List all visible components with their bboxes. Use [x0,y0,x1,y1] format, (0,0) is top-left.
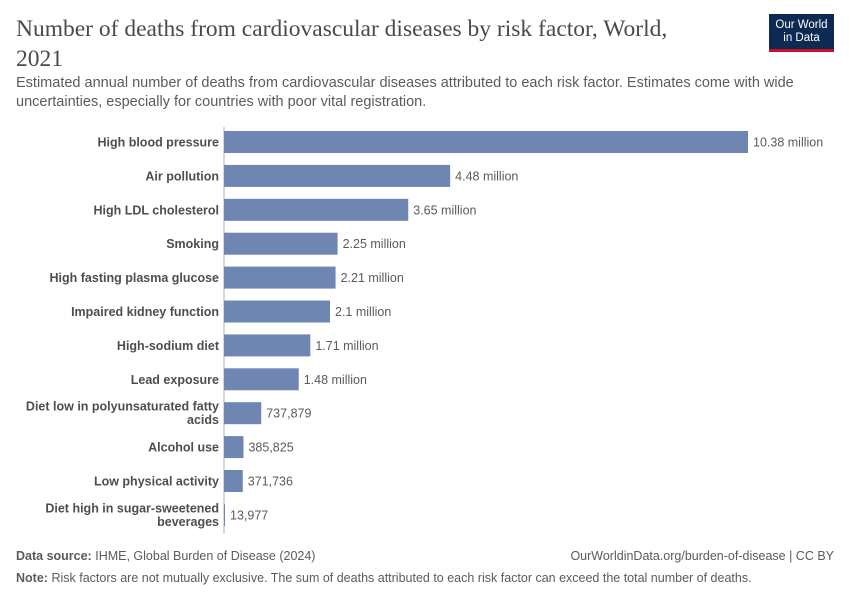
bar[interactable] [224,368,299,391]
category-label: Impaired kidney function [71,305,219,319]
category-label: Low physical activity [94,475,219,489]
category-label-line: beverages [157,515,219,529]
bar-chart: High blood pressure 10.38 million Air poll… [26,127,823,534]
category-label: High fasting plasma glucose [50,271,220,285]
bar[interactable] [224,503,225,526]
category-label-line: Diet high in sugar-sweetened [45,501,219,515]
value-label: 1.48 million [304,373,367,387]
value-label: 1.71 million [315,339,378,353]
chart-title: Number of deaths from cardiovascular dis… [16,16,668,72]
value-label: 13,977 [230,508,268,522]
category-label: Alcohol use [148,441,219,455]
category-label-line: acids [187,413,219,427]
bar[interactable] [224,470,243,492]
bar[interactable] [224,164,451,187]
category-label: High blood pressure [97,136,219,150]
value-label: 2.21 million [341,271,404,285]
bar[interactable] [224,334,311,357]
bar[interactable] [224,232,338,255]
chart-subtitle: Estimated annual number of deaths from c… [16,75,794,110]
bar[interactable] [224,131,748,153]
source-text[interactable]: IHME, Global Burden of Disease (2024) [95,549,316,563]
value-label: 385,825 [248,441,293,455]
value-label: 737,879 [266,407,311,421]
note-text: Risk factors are not mutually exclusive.… [51,571,752,585]
logo-line-1: Our World [775,19,828,31]
footer-note: Note: Risk factors are not mutually excl… [16,570,834,586]
category-label: High-sodium diet [117,339,220,353]
source-url[interactable]: OurWorldinData.org/burden-of-disease | C… [570,549,834,563]
footer-source-line: Data source: IHME, Global Burden of Dise… [16,548,834,564]
bar[interactable] [224,198,409,221]
value-label: 2.25 million [343,237,406,251]
value-label: 10.38 million [753,136,823,150]
source-label: Data source: [16,549,92,563]
category-label: Diet high in sugar-sweetened beverages [45,501,219,529]
bar[interactable] [224,300,331,323]
category-label: Air pollution [145,169,219,183]
owid-logo[interactable]: Our World in Data [769,14,834,52]
value-label: 2.1 million [335,305,391,319]
value-label: 4.48 million [455,169,518,183]
bar[interactable] [224,266,336,289]
bar[interactable] [224,436,244,459]
value-label: 3.65 million [413,203,476,217]
note-label: Note: [16,571,48,585]
category-label: High LDL cholesterol [94,203,219,217]
category-label: Smoking [166,237,219,251]
bar[interactable] [224,402,262,425]
category-label: Diet low in polyunsaturated fatty acids [26,400,219,428]
value-label: 371,736 [248,475,293,489]
category-label-line: Diet low in polyunsaturated fatty [26,400,219,414]
logo-line-2: in Data [783,32,820,44]
category-label: Lead exposure [131,373,219,387]
